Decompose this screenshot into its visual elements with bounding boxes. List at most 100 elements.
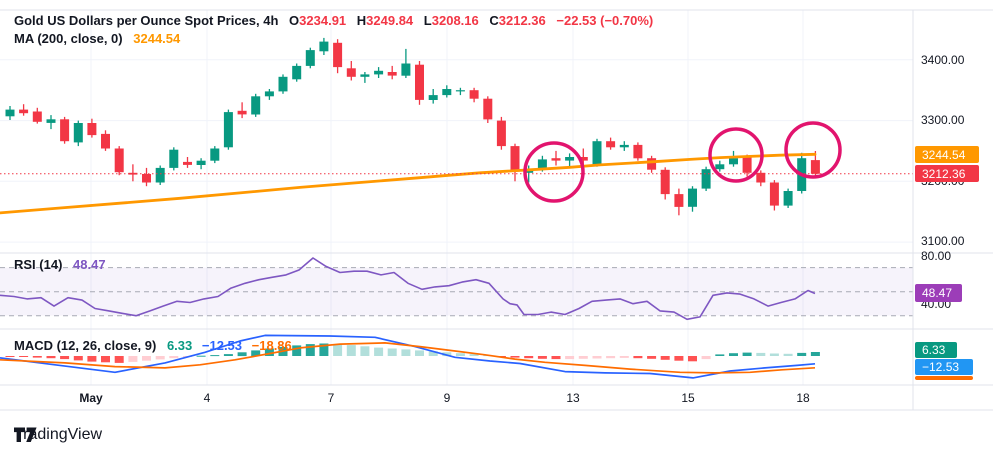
candle bbox=[756, 172, 766, 183]
candle bbox=[496, 120, 506, 147]
macd-line-value: −12.53 bbox=[201, 338, 243, 353]
macd-hist-bar bbox=[374, 347, 384, 356]
candle bbox=[101, 133, 110, 149]
time-tick-18: 18 bbox=[796, 391, 810, 405]
candle bbox=[619, 144, 629, 148]
candle bbox=[701, 169, 711, 189]
macd-hist-bar bbox=[251, 350, 261, 356]
candle bbox=[455, 90, 465, 92]
macd-hist-bar bbox=[660, 356, 670, 360]
candle bbox=[374, 70, 384, 75]
change-value: −22.53 (−0.70%) bbox=[556, 13, 654, 28]
candle bbox=[769, 182, 779, 206]
candle bbox=[810, 160, 820, 174]
macd-hist-bar bbox=[5, 356, 15, 357]
candle bbox=[32, 111, 42, 122]
macd-hist-bar bbox=[360, 346, 370, 356]
candle bbox=[483, 98, 493, 120]
macd-hist-bar bbox=[455, 353, 465, 356]
ma-legend[interactable]: MA (200, close, 0) 3244.54 bbox=[14, 31, 180, 46]
rsi-line bbox=[0, 257, 816, 321]
candle bbox=[606, 141, 616, 148]
highlight-circle bbox=[708, 127, 764, 183]
macd-hist-bar bbox=[674, 356, 684, 361]
macd-hist-bar bbox=[592, 356, 602, 359]
macd-hist-bar bbox=[223, 354, 233, 356]
macd-hist-bar bbox=[688, 356, 697, 362]
low-label: L bbox=[423, 13, 432, 28]
macd-signal-line bbox=[0, 342, 816, 374]
candle bbox=[715, 164, 725, 170]
macd-hist-bar bbox=[729, 353, 738, 356]
candle bbox=[169, 149, 179, 168]
high-label: H bbox=[356, 13, 367, 28]
candle bbox=[5, 109, 15, 117]
rsi-pane bbox=[0, 257, 913, 321]
symbol-title: Gold US Dollars per Ounce Spot Prices, 4… bbox=[14, 13, 279, 28]
macd-legend[interactable]: MACD (12, 26, close, 9) 6.33 −12.53 −18.… bbox=[14, 338, 292, 353]
candle bbox=[783, 191, 793, 206]
tradingview-logo[interactable]: TradingView bbox=[14, 426, 102, 444]
macd-hist-bar bbox=[633, 356, 643, 359]
macd-hist-bar bbox=[19, 356, 29, 357]
close-label: C bbox=[489, 13, 499, 28]
annotation-circles[interactable] bbox=[523, 121, 842, 203]
candle bbox=[387, 72, 397, 76]
open-value: 3234.91 bbox=[299, 13, 347, 28]
time-tick-15: 15 bbox=[681, 391, 695, 405]
time-tick-9: 9 bbox=[443, 391, 451, 405]
candle bbox=[305, 50, 315, 66]
candle bbox=[428, 95, 438, 100]
candle bbox=[592, 141, 602, 165]
macd-hist-bar bbox=[701, 356, 711, 360]
candle bbox=[292, 65, 302, 80]
rsi-badge: 48.47 bbox=[915, 284, 962, 302]
macd-hist-bar bbox=[756, 352, 766, 356]
candle bbox=[551, 158, 561, 161]
time-tick-13: 13 bbox=[566, 391, 580, 405]
candle bbox=[278, 76, 288, 92]
candle bbox=[647, 158, 657, 170]
macd-hist-bar bbox=[346, 345, 356, 356]
macd-hist-bar bbox=[60, 356, 70, 360]
last-price-badge: 3212.36 bbox=[915, 165, 979, 182]
candle bbox=[251, 96, 261, 115]
rsi-legend[interactable]: RSI (14) 48.47 bbox=[14, 257, 106, 272]
candles-layer[interactable] bbox=[5, 37, 820, 216]
macd-hist-bar bbox=[319, 343, 329, 356]
macd-hist-bar bbox=[87, 356, 97, 362]
ma-value: 3244.54 bbox=[133, 31, 181, 46]
price-tick-3100: 3100.00 bbox=[921, 234, 965, 248]
macd-hist-bar bbox=[155, 356, 165, 360]
macd-hist-bar bbox=[810, 352, 820, 356]
macd-hist-bar bbox=[333, 344, 343, 356]
macd-hist-bar bbox=[742, 352, 752, 356]
candle bbox=[19, 109, 29, 114]
candle bbox=[442, 89, 452, 96]
time-tick-may: May bbox=[79, 391, 103, 405]
candle bbox=[537, 159, 547, 170]
macd-hist-bar bbox=[442, 352, 452, 357]
candle bbox=[660, 169, 670, 195]
candle bbox=[60, 119, 70, 142]
tradingview-logo-icon bbox=[14, 427, 37, 442]
macd-hist-bar bbox=[797, 352, 807, 356]
symbol-legend[interactable]: Gold US Dollars per Ounce Spot Prices, 4… bbox=[14, 13, 653, 28]
macd-hist-bar bbox=[619, 356, 629, 358]
macd-hist-value: 6.33 bbox=[166, 338, 193, 353]
highlight-circle bbox=[784, 121, 842, 179]
macd-hist-bar bbox=[537, 356, 547, 359]
candle bbox=[360, 74, 370, 77]
candle bbox=[688, 188, 697, 207]
macd-hist-bar bbox=[32, 356, 42, 358]
macd-hist-bar bbox=[578, 356, 588, 359]
candle bbox=[415, 64, 424, 100]
macd-hist-bar bbox=[510, 356, 520, 358]
ma-price-badge: 3244.54 bbox=[915, 146, 979, 163]
macd-hist-bar bbox=[715, 354, 725, 356]
pane-separators bbox=[0, 9, 993, 411]
macd-hist-bar bbox=[565, 356, 575, 360]
candle bbox=[742, 157, 752, 173]
macd-hist-bar bbox=[305, 344, 315, 356]
tradingview-logo-text: TradingView bbox=[14, 426, 103, 443]
